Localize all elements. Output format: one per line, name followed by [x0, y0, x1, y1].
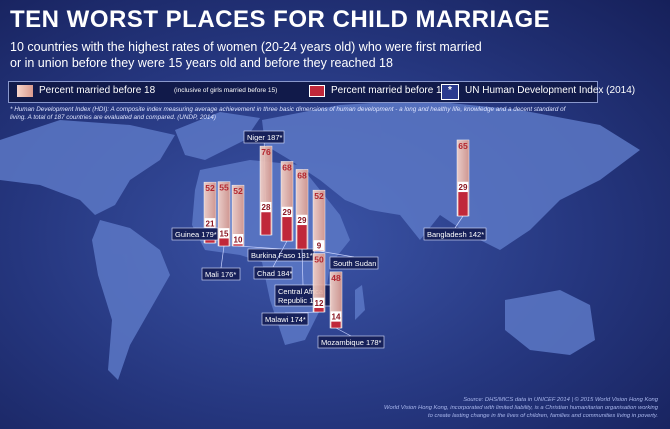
- label-box: [201, 267, 241, 281]
- legend-symbol: *: [441, 84, 459, 100]
- value-before-18: 48: [331, 273, 341, 283]
- value-before-18: 52: [205, 183, 215, 193]
- country-label: Mali 176*: [205, 270, 236, 279]
- value-box: [331, 311, 341, 322]
- source: to create lasting change in the lives of…: [428, 413, 658, 419]
- title: TEN WORST PLACES FOR CHILD MARRIAGE: [10, 6, 551, 33]
- label-box: [253, 266, 293, 280]
- legend-label: Percent married before 18: [39, 85, 156, 96]
- value-before-18: 52: [314, 191, 324, 201]
- value-box: [314, 240, 324, 251]
- value-box: [314, 297, 324, 308]
- value-before-15: 10: [234, 235, 243, 244]
- connector: [237, 245, 282, 250]
- connector: [301, 248, 304, 286]
- value-before-15: 9: [317, 241, 322, 250]
- label-box: [423, 227, 487, 241]
- connector: [318, 250, 355, 258]
- value-before-15: 15: [220, 229, 229, 238]
- connector: [454, 215, 464, 229]
- footnote: * Human Development Index (HDI): A compo…: [10, 106, 566, 121]
- country-label: Mozambique 178*: [321, 338, 382, 347]
- value-box: [458, 182, 468, 193]
- country-label: South Sudan: [333, 259, 376, 268]
- value-before-15: 29: [459, 183, 468, 192]
- source: Source: DHS/MICS data in UNICEF 2014 | ©…: [463, 397, 658, 403]
- value-before-18: 65: [458, 141, 468, 151]
- source: World Vision Hong Kong, incorporated wit…: [384, 405, 658, 411]
- value-before-18: 52: [233, 186, 243, 196]
- value-box: [261, 202, 271, 213]
- country-label: Republic 185*: [278, 296, 325, 305]
- country-label: Guinea 179*: [175, 230, 217, 239]
- value-before-15: 29: [283, 208, 292, 217]
- value-box: [205, 218, 215, 229]
- label-box: [317, 335, 385, 349]
- country-label: Malawi 174*: [265, 315, 306, 324]
- legend-label: UN Human Development Index (2014): [465, 85, 636, 96]
- value-before-15: 14: [332, 313, 341, 322]
- value-before-15: 28: [262, 203, 271, 212]
- value-before-18: 76: [261, 147, 271, 157]
- value-box: [219, 228, 229, 239]
- legend-label: Percent married before 15: [331, 85, 448, 96]
- value-box: [297, 215, 307, 226]
- country-label: Niger 187*: [247, 133, 283, 142]
- value-before-15: 12: [315, 299, 324, 308]
- legend: Percent married before 18 (inclusive of …: [8, 81, 635, 103]
- country-label: Central Africa: [278, 287, 324, 296]
- value-before-18: 50: [314, 255, 324, 265]
- value-box: [282, 207, 292, 218]
- value-before-18: 55: [219, 183, 229, 193]
- label-box: [243, 130, 285, 144]
- value-before-15: 29: [298, 216, 307, 225]
- value-box: [233, 234, 243, 245]
- value-before-18: 68: [282, 162, 292, 172]
- value-before-15: 21: [206, 219, 215, 228]
- country-label: Chad 184*: [257, 269, 293, 278]
- country-label: Burkina Faso 181*: [251, 251, 313, 260]
- label-box: [329, 256, 379, 270]
- connector: [335, 327, 352, 337]
- connector: [272, 240, 288, 268]
- connector: [220, 245, 225, 269]
- subtitle: or in union before they were 15 years ol…: [10, 56, 393, 70]
- value-before-18: 68: [297, 170, 307, 180]
- legend-swatch: [17, 85, 33, 97]
- legend-note: (inclusive of girls married before 15): [174, 87, 278, 94]
- subtitle: 10 countries with the highest rates of w…: [10, 40, 482, 54]
- legend-swatch: [309, 85, 325, 97]
- label-box: [261, 312, 309, 326]
- country-label: Bangladesh 142*: [427, 230, 484, 239]
